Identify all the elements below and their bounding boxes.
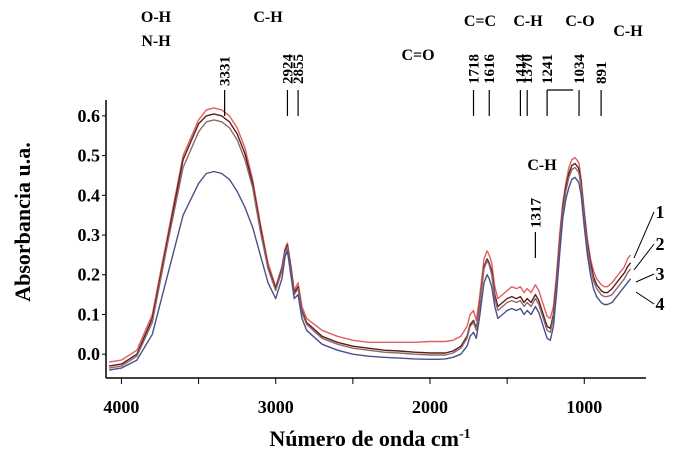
peak-label-1718: 1718 <box>467 54 483 84</box>
x-tick-label: 2000 <box>412 397 448 417</box>
x-tick-label: 1000 <box>566 397 602 417</box>
series-4-leader <box>635 291 655 305</box>
group-label-n-h: N-H <box>141 33 171 50</box>
series-4-line <box>108 170 632 371</box>
plot-area <box>105 100 646 379</box>
series-1-leader <box>633 211 655 259</box>
group-label-c-o: C=O <box>401 47 434 64</box>
y-tick-label: 0.1 <box>78 304 101 324</box>
series-2-label: 2 <box>656 234 665 254</box>
group-label-o-h: O-H <box>141 9 172 26</box>
group-label-c-c: C=C <box>464 13 496 30</box>
series-3-label: 3 <box>656 264 665 284</box>
peak-label-1317: 1317 <box>528 198 544 229</box>
group-label-c-h: C-H <box>513 13 543 30</box>
y-tick-label: 0.3 <box>78 225 101 245</box>
peak-label-2855: 2855 <box>291 54 307 84</box>
y-tick-label: 0.0 <box>78 344 101 364</box>
group-label-c-h: C-H <box>527 157 557 174</box>
x-tick-label: 3000 <box>258 397 294 417</box>
series-2-leader <box>633 243 655 271</box>
peak-label-1414: 1414 <box>513 54 529 85</box>
spectra-lines <box>108 107 632 371</box>
peak-label-1370: 1370 <box>520 54 536 84</box>
x-axis-ticks: 4000 3000 2000 1000 <box>103 378 602 417</box>
y-tick-label: 0.6 <box>78 106 101 126</box>
peak-label-891: 891 <box>594 62 610 85</box>
x-axis-unit-exponent: -1 <box>459 427 471 442</box>
x-tick-label: 4000 <box>103 397 139 417</box>
x-axis-title-text: Número de onda <box>269 426 425 451</box>
series-4-label: 4 <box>656 294 665 314</box>
y-tick-label: 0.4 <box>78 185 101 205</box>
peak-label-1616: 1616 <box>482 54 498 85</box>
peak-label-2924: 2924 <box>280 54 296 85</box>
y-tick-label: 0.2 <box>78 265 101 285</box>
series-labels: 1 2 3 4 <box>633 202 665 314</box>
functional-group-labels: O-H N-H C-H C=C C-H C-O C-H C=O C-H <box>141 9 643 174</box>
peak-label-3331: 3331 <box>218 56 234 86</box>
x-axis-title: Número de onda cm-1 <box>269 426 470 451</box>
series-3-line <box>108 119 632 369</box>
group-label-c-h: C-H <box>253 9 283 26</box>
x-axis-unit: cm <box>431 426 459 451</box>
peak-label-1034: 1034 <box>572 54 588 85</box>
peak-label-1241: 1241 <box>540 54 556 84</box>
y-axis-ticks: 0.0 0.1 0.2 0.3 0.4 0.5 0.6 <box>78 106 106 364</box>
group-label-c-h: C-H <box>613 23 643 40</box>
group-label-c-o: C-O <box>565 13 594 30</box>
y-axis-title: Absorbancia u.a. <box>10 142 35 302</box>
series-3-leader <box>635 273 655 283</box>
series-1-label: 1 <box>656 202 665 222</box>
y-tick-label: 0.5 <box>78 146 101 166</box>
